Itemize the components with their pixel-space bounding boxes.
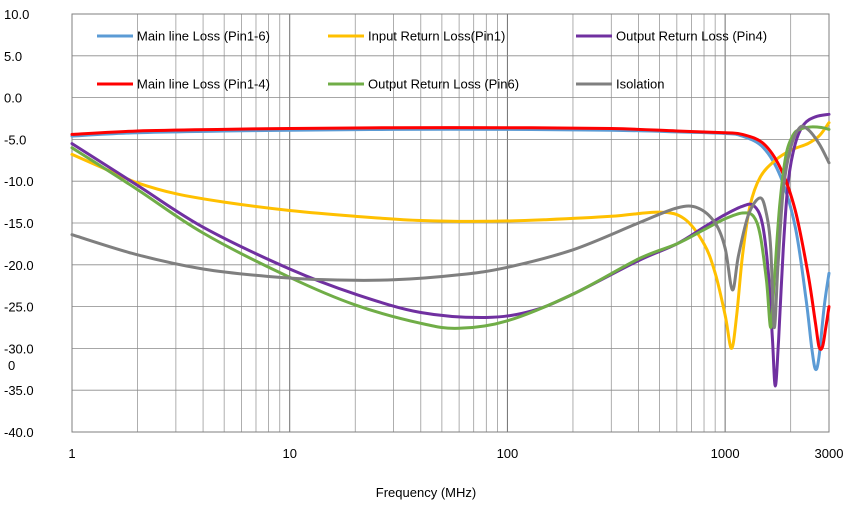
series-line-input-return-loss-pin1 bbox=[70, 121, 831, 350]
y-tick-label: -35.0 bbox=[4, 383, 34, 398]
series-layer bbox=[70, 112, 831, 388]
x-tick-label: 1 bbox=[68, 446, 75, 461]
x-tick-label: 10 bbox=[282, 446, 296, 461]
y-stray-label: 0 bbox=[8, 358, 15, 373]
y-tick-label: -30.0 bbox=[4, 341, 34, 356]
y-tick-label: -10.0 bbox=[4, 174, 34, 189]
y-axis-tick-labels: 10.0 5.0 0.0 -5.0 -10.0 -15.0 -20.0 -25.0 -30.0 -… bbox=[4, 7, 34, 440]
y-tick-label: -5.0 bbox=[4, 132, 26, 147]
y-tick-label: -15.0 bbox=[4, 216, 34, 231]
y-tick-label: 0.0 bbox=[4, 91, 22, 106]
x-axis-title: Frequency (MHz) bbox=[376, 485, 476, 500]
legend-label: Output Return Loss (Pin4) bbox=[616, 29, 767, 44]
y-tick-label: -40.0 bbox=[4, 425, 34, 440]
legend: Main line Loss (Pin1-6) Input Return Loss… bbox=[97, 29, 767, 92]
series-line-output-return-loss-pin4 bbox=[70, 112, 831, 388]
x-tick-label: 3000 bbox=[815, 446, 844, 461]
y-tick-label: 10.0 bbox=[4, 7, 29, 22]
series-line-main-line-loss-pin1-4 bbox=[70, 126, 831, 351]
plot-area-frame bbox=[71, 13, 830, 433]
legend-label: Main line Loss (Pin1-4) bbox=[137, 77, 270, 92]
legend-label: Isolation bbox=[616, 77, 664, 92]
x-axis-tick-labels: 1 10 100 1000 3000 bbox=[68, 446, 843, 461]
legend-label: Main line Loss (Pin1-6) bbox=[137, 29, 270, 44]
x-tick-label: 100 bbox=[497, 446, 519, 461]
legend-label: Output Return Loss (Pin6) bbox=[368, 77, 519, 92]
y-tick-label: -20.0 bbox=[4, 258, 34, 273]
series-line-isolation bbox=[70, 124, 831, 330]
series-line-output-return-loss-pin6 bbox=[70, 125, 831, 330]
y-tick-label: -25.0 bbox=[4, 300, 34, 315]
x-tick-label: 1000 bbox=[711, 446, 740, 461]
y-tick-label: 5.0 bbox=[4, 49, 22, 64]
legend-label: Input Return Loss(Pin1) bbox=[368, 29, 505, 44]
